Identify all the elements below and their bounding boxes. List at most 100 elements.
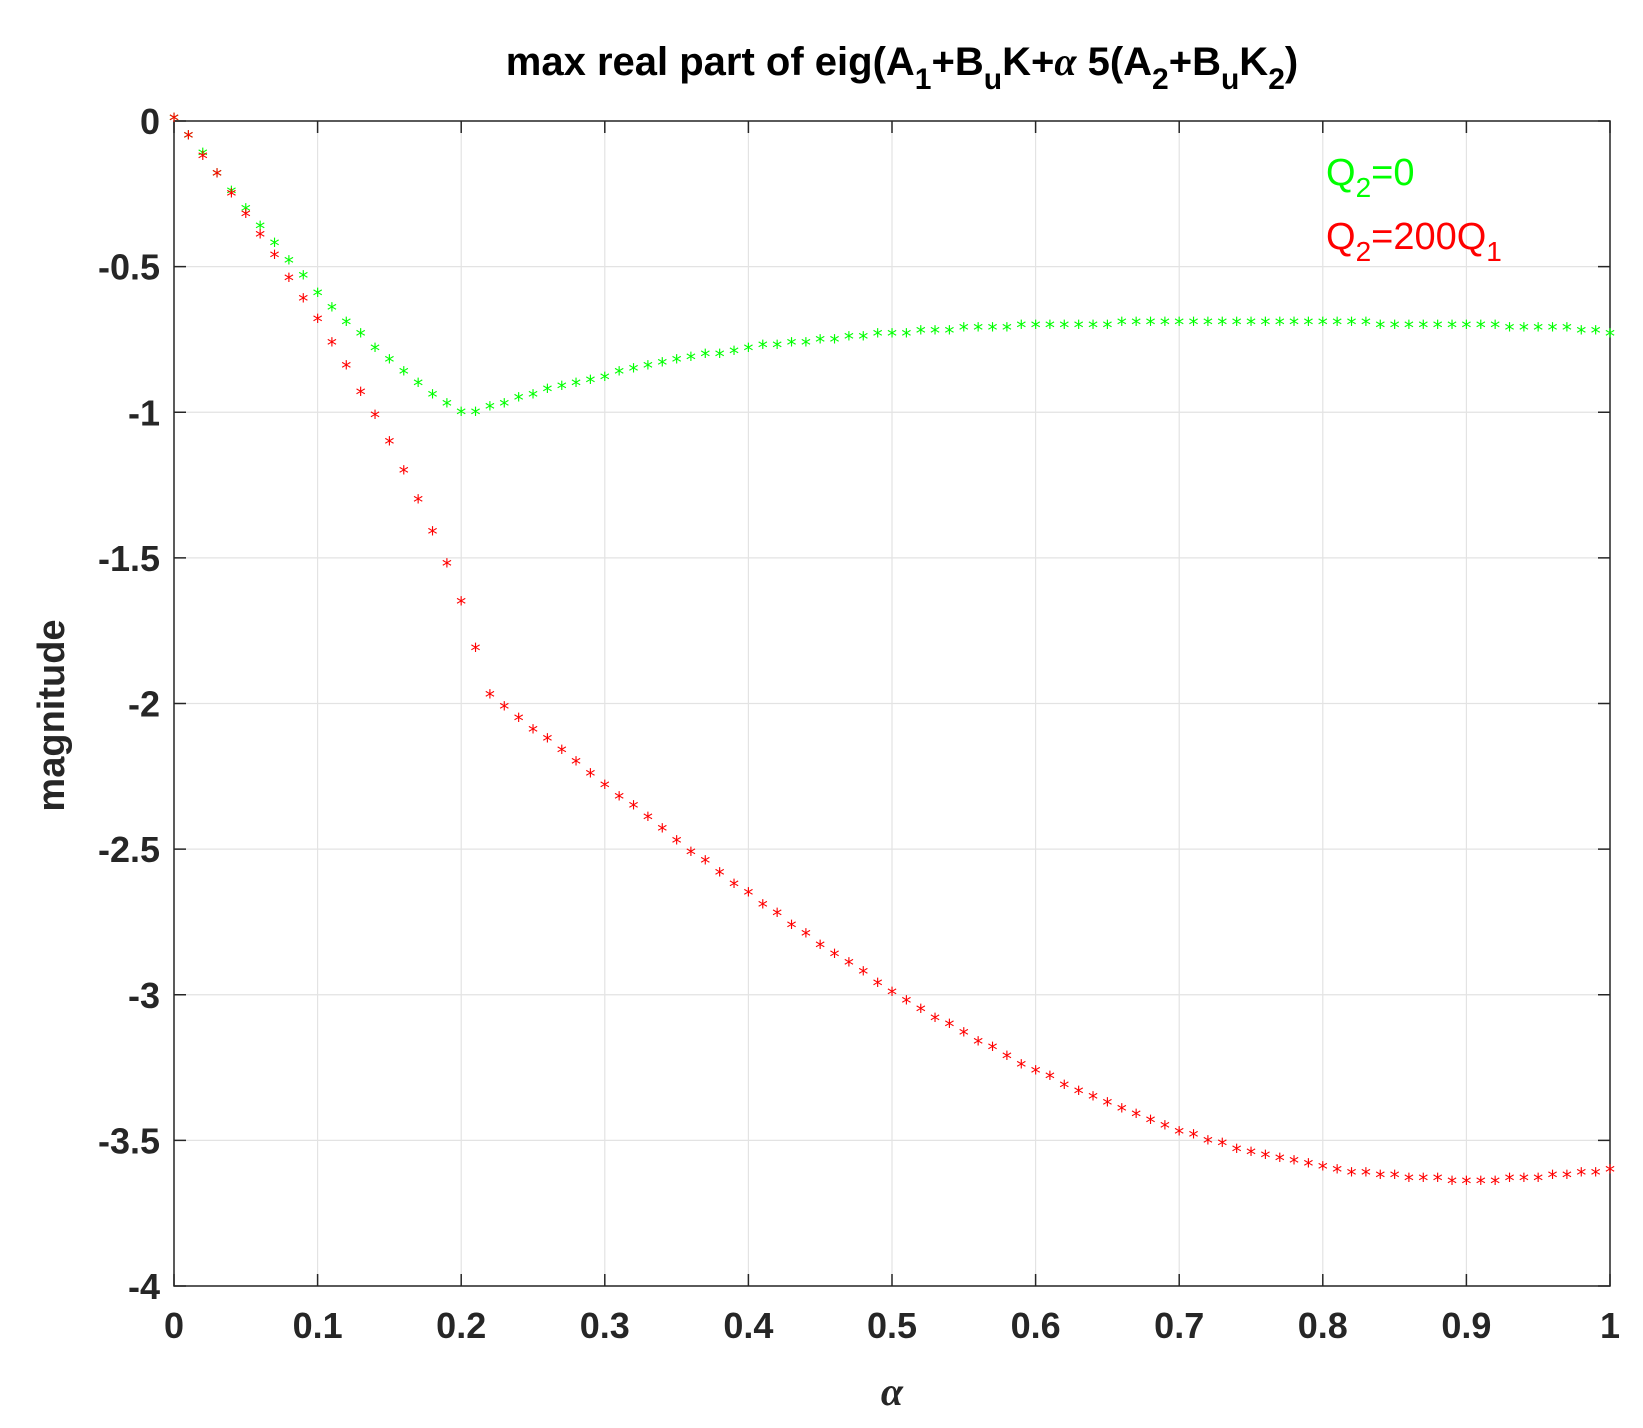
data-point: * xyxy=(1561,319,1573,343)
data-point: * xyxy=(426,523,438,547)
data-point: * xyxy=(340,313,352,337)
data-point: * xyxy=(254,226,266,250)
data-point: * xyxy=(412,491,424,515)
data-point: * xyxy=(742,884,754,908)
data-point: * xyxy=(785,916,797,940)
data-point: * xyxy=(771,336,783,360)
data-point: * xyxy=(1101,316,1113,340)
data-point: * xyxy=(283,269,295,293)
data-point: * xyxy=(412,374,424,398)
data-point: * xyxy=(355,325,367,349)
y-tick-label: -1.5 xyxy=(98,538,160,579)
data-point: * xyxy=(1073,316,1085,340)
data-point: * xyxy=(843,327,855,351)
axis-ticks: 0 0.1 0.2 0.3 0.4 0.5 0.6 0.7 0.8 0.9 1 0 -0.5 -1 -1.5… xyxy=(98,101,1620,1346)
data-point: * xyxy=(383,351,395,375)
data-point: * xyxy=(1389,316,1401,340)
data-point: * xyxy=(1245,313,1257,337)
data-point: * xyxy=(240,199,252,223)
data-point: * xyxy=(814,330,826,354)
data-point: * xyxy=(627,359,639,383)
y-tick-label: 0 xyxy=(140,101,160,142)
data-point: * xyxy=(312,310,324,334)
data-point: * xyxy=(584,371,596,395)
data-point: * xyxy=(857,327,869,351)
data-point: * xyxy=(570,753,582,777)
legend-entry-1: Q2=0 xyxy=(1326,152,1414,203)
data-point: * xyxy=(1489,1172,1501,1196)
data-point: * xyxy=(986,319,998,343)
data-point: * xyxy=(369,339,381,363)
data-point: * xyxy=(1087,316,1099,340)
data-point: * xyxy=(1231,313,1243,337)
data-point: * xyxy=(685,348,697,372)
data-point: * xyxy=(283,252,295,276)
data-point: * xyxy=(1073,1082,1085,1106)
data-point: * xyxy=(685,843,697,867)
series-2: *********************** * * * * * * * * * * * * * * * * *… xyxy=(168,109,1616,1196)
data-point: * xyxy=(1216,313,1228,337)
data-point: * xyxy=(958,319,970,343)
data-point: * xyxy=(699,852,711,876)
data-point: * xyxy=(814,936,826,960)
data-point: * xyxy=(714,345,726,369)
data-point: * xyxy=(742,339,754,363)
data-point: * xyxy=(771,904,783,928)
data-point: * xyxy=(1374,316,1386,340)
data-point: * xyxy=(1374,1166,1386,1190)
data-point: * xyxy=(541,380,553,404)
data-point: * xyxy=(470,403,482,427)
legend-entry-2: Q2=200Q1 xyxy=(1326,216,1502,267)
data-point: * xyxy=(1317,313,1329,337)
data-point: * xyxy=(584,764,596,788)
data-point: * xyxy=(1575,1163,1587,1187)
data-point: * xyxy=(1532,319,1544,343)
data-point: * xyxy=(426,386,438,410)
data-point: * xyxy=(1274,313,1286,337)
data-point: * xyxy=(1216,1134,1228,1158)
data-point: * xyxy=(1116,313,1128,337)
legend: Q2=0 Q2=200Q1 xyxy=(1326,152,1502,267)
data-point: * xyxy=(886,325,898,349)
data-point: * xyxy=(1302,1155,1314,1179)
data-point: * xyxy=(1331,313,1343,337)
data-point: * xyxy=(929,1009,941,1033)
data-point: * xyxy=(613,788,625,812)
data-point: * xyxy=(958,1024,970,1048)
data-point: * xyxy=(1489,316,1501,340)
data-point: * xyxy=(613,362,625,386)
data-point: * xyxy=(1432,1169,1444,1193)
data-point: * xyxy=(1116,1099,1128,1123)
data-point: * xyxy=(541,729,553,753)
data-point: * xyxy=(1561,1166,1573,1190)
data-point: * xyxy=(1044,1067,1056,1091)
data-point: * xyxy=(1058,316,1070,340)
data-point: * xyxy=(484,686,496,710)
data-point: * xyxy=(1475,316,1487,340)
data-point: * xyxy=(843,954,855,978)
data-point: * xyxy=(1245,1143,1257,1167)
data-point: * xyxy=(1360,313,1372,337)
data-point: * xyxy=(268,246,280,270)
data-point: * xyxy=(1446,316,1458,340)
data-point: * xyxy=(326,333,338,357)
data-point: * xyxy=(441,555,453,579)
data-point: * xyxy=(1173,1123,1185,1147)
data-point: * xyxy=(943,1015,955,1039)
y-tick-label: -2 xyxy=(128,684,160,725)
y-tick-label: -2.5 xyxy=(98,829,160,870)
data-point: * xyxy=(527,721,539,745)
data-point: * xyxy=(1518,319,1530,343)
data-point: * xyxy=(1446,1172,1458,1196)
data-point: * xyxy=(369,406,381,430)
x-tick-label: 0.7 xyxy=(1154,1305,1204,1346)
data-point: * xyxy=(1417,1169,1429,1193)
data-point: * xyxy=(1030,1061,1042,1085)
data-point: * xyxy=(1417,316,1429,340)
data-point: * xyxy=(972,319,984,343)
data-point: * xyxy=(1460,316,1472,340)
x-tick-label: 0 xyxy=(164,1305,184,1346)
y-axis-label: magnitude xyxy=(31,619,73,811)
